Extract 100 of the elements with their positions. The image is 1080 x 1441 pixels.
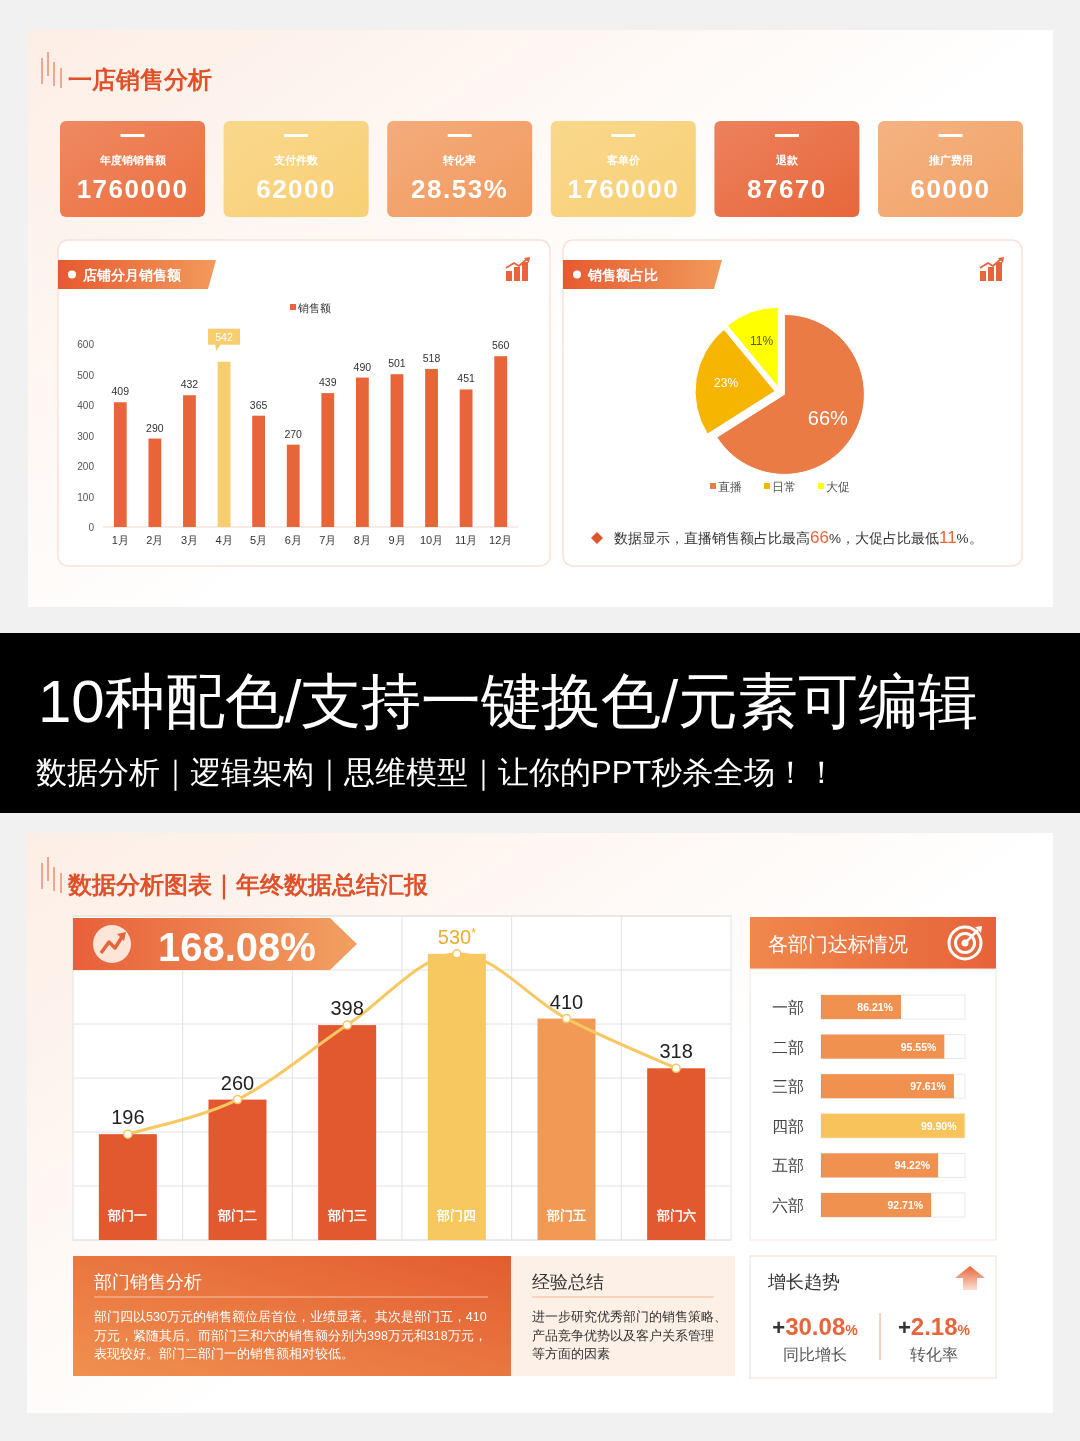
point: [671, 1063, 681, 1074]
x-tick-label: 10月: [419, 534, 444, 546]
text: 28.53%: [411, 174, 509, 204]
data-label: 451: [457, 372, 476, 385]
x-tick-label: 3月: [180, 534, 199, 546]
x-tick-label: 部门四: [436, 1208, 477, 1223]
x-tick-label: 7月: [319, 534, 337, 546]
y-tick-label: 三部: [772, 1078, 804, 1096]
point: [232, 1094, 243, 1105]
y-tick-label: 五部: [772, 1157, 804, 1175]
chart-title: 销售额占比: [587, 266, 658, 283]
text: 一店销售分析: [68, 66, 212, 93]
y-tick-label: 600: [77, 339, 95, 350]
category-label: 退款: [774, 154, 799, 166]
category-label: 支付件数: [273, 154, 320, 166]
y-tick-label: 0: [88, 522, 95, 533]
data-label: 99.90%: [920, 1119, 958, 1132]
point: [342, 1020, 352, 1030]
data-label: 530$^{*}$: [437, 925, 477, 948]
y-tick-label: 100: [77, 491, 95, 503]
data-label: 260: [220, 1071, 255, 1094]
text: 数据显示，直播销售额占比最高66%，大促占比最低11%。: [614, 528, 983, 547]
y-tick-label: 六部: [772, 1197, 804, 1214]
x-tick-label: 12月: [489, 534, 513, 546]
bar: [425, 369, 438, 527]
y-tick-label: 300: [77, 430, 95, 442]
text: 增长趋势: [767, 1272, 840, 1292]
text: 62000: [256, 174, 337, 204]
legend-label: 日常: [772, 480, 796, 494]
x-tick-label: 1月: [111, 534, 129, 546]
x-tick-label: 部门三: [326, 1208, 367, 1223]
bar: [318, 1025, 377, 1240]
bar: [494, 356, 508, 527]
data-label: 97.61%: [910, 1080, 947, 1093]
data-label: 409: [111, 385, 130, 398]
text: 数据分析｜逻辑架构｜思维模型｜让你的PPT秒杀全场！！: [36, 755, 838, 791]
point: [123, 1129, 133, 1139]
category-label: 转化率: [910, 1346, 958, 1363]
x-tick-label: 5月: [250, 534, 268, 546]
bar: [148, 438, 162, 527]
bar: [252, 415, 266, 527]
data-label: 501: [388, 357, 406, 370]
bar: [459, 389, 473, 527]
text: +30.08%: [772, 1313, 858, 1340]
category-label: 推广费用: [927, 154, 973, 166]
data-label: 11%: [749, 333, 774, 348]
legend-label: 大促: [826, 480, 850, 494]
bar: [537, 1018, 596, 1240]
x-tick-label: 2月: [146, 534, 164, 546]
category-label: 同比增长: [783, 1346, 847, 1363]
x-tick-label: 11月: [454, 534, 478, 546]
text: 进一步研究优秀部门的销售策略、产品竞争优势以及客户关系管理等方面的因素: [532, 1309, 727, 1361]
x-tick-label: 9月: [388, 534, 406, 546]
text: +2.18%: [897, 1313, 971, 1340]
text: 1760000: [567, 174, 680, 204]
bar: [98, 1134, 157, 1240]
legend-label: 直播: [718, 480, 742, 494]
x-tick-label: 8月: [353, 534, 371, 546]
x-tick-label: 6月: [284, 534, 302, 546]
bar: [113, 402, 127, 527]
bar: [217, 361, 231, 527]
x-tick-label: 4月: [215, 534, 233, 546]
data-label: 365: [249, 398, 268, 411]
bar: [355, 377, 369, 527]
annotation: 168.08%: [158, 925, 316, 969]
bar: [647, 1068, 706, 1240]
data-label: 490: [353, 360, 372, 373]
data-label: 66%: [807, 407, 849, 430]
data-label: 439: [319, 376, 337, 389]
x-tick-label: 部门二: [217, 1208, 257, 1223]
x-tick-label: 部门六: [655, 1208, 696, 1223]
y-tick-label: 一部: [772, 999, 804, 1016]
y-tick-label: 500: [77, 369, 95, 381]
data-label: 410: [549, 990, 584, 1013]
x-tick-label: 部门一: [107, 1208, 148, 1223]
y-tick-label: 400: [77, 400, 95, 411]
text: 10种配色/支持一键换色/元素可编辑: [38, 668, 979, 735]
legend-label: 销售额: [297, 302, 331, 314]
bar: [208, 1099, 267, 1240]
data-label: 23%: [714, 376, 739, 391]
x-tick-label: 部门五: [546, 1208, 586, 1223]
point: [561, 1013, 572, 1024]
bar: [183, 395, 196, 527]
data-label: 196: [111, 1106, 145, 1129]
bar: [390, 374, 404, 527]
text: 部门四以530万元的销售额位居首位，业绩显著。其次是部门五，410万元，紧随其后。而部门三和六的销售额分别为398万元和318万元，表现较好。部门二部门一的销售额相对较低。: [94, 1309, 487, 1361]
chart-title: 店铺分月销售额: [82, 266, 182, 283]
y-tick-label: 四部: [772, 1117, 804, 1135]
category-label: 转化率: [442, 154, 477, 166]
chart-title: 数据分析图表｜年终数据总结汇报: [67, 871, 429, 900]
text: 经验总结: [532, 1272, 604, 1292]
y-tick-label: 200: [77, 461, 95, 472]
data-label: 318: [659, 1040, 693, 1063]
chart-title: 各部门达标情况: [768, 933, 908, 955]
data-label: 86.21%: [857, 1001, 894, 1013]
data-label: 290: [146, 421, 164, 434]
data-label: 560: [491, 339, 510, 352]
bar: [321, 393, 335, 527]
y-tick-label: 二部: [772, 1038, 804, 1056]
bar: [286, 444, 300, 527]
